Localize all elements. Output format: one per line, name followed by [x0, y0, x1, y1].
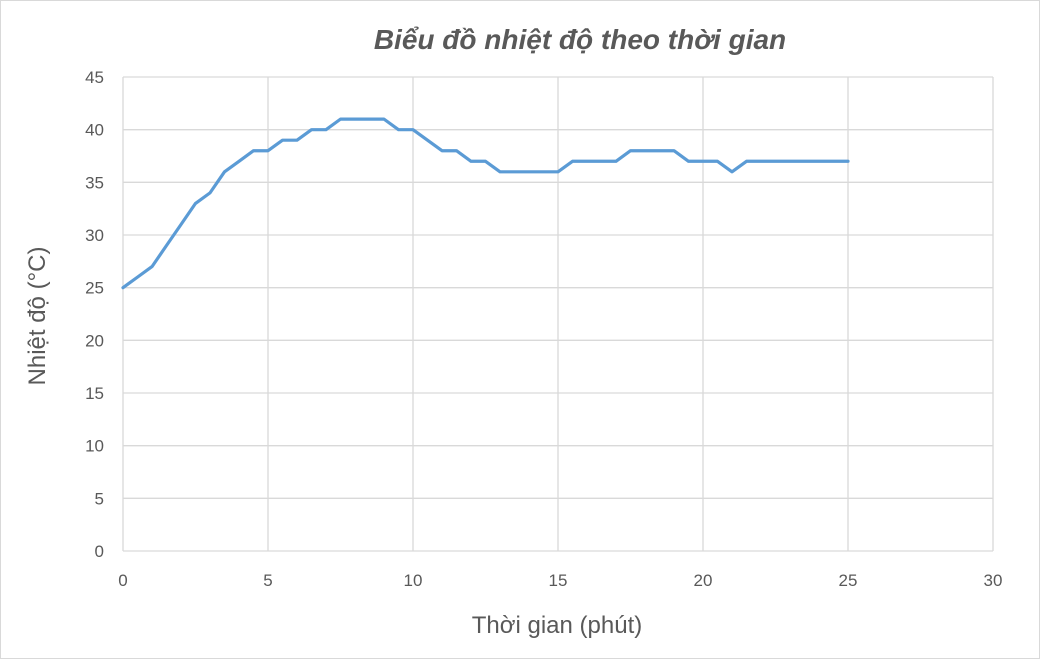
chart-title: Biểu đồ nhiệt độ theo thời gian: [374, 24, 786, 55]
y-tick-label: 5: [95, 489, 104, 508]
y-tick-label: 0: [95, 542, 104, 561]
x-tick-label: 20: [694, 571, 713, 590]
x-tick-label: 25: [839, 571, 858, 590]
y-tick-label: 35: [85, 173, 104, 192]
y-tick-label: 45: [85, 68, 104, 87]
x-axis-title: Thời gian (phút): [472, 612, 642, 639]
tick-labels: 0 5 10 15 20 25 30 35 40 45 0 5 10 15 20 25 30: [85, 68, 1002, 590]
gridlines: [122, 76, 994, 552]
y-tick-label: 40: [85, 121, 104, 140]
y-tick-label: 30: [85, 226, 104, 245]
x-tick-label: 5: [263, 571, 272, 590]
y-tick-label: 15: [85, 384, 104, 403]
x-tick-label: 0: [118, 571, 127, 590]
x-tick-label: 15: [549, 571, 568, 590]
y-tick-label: 10: [85, 437, 104, 456]
x-tick-label: 30: [984, 571, 1003, 590]
temperature-series-line: [121, 117, 850, 290]
series-layer: [121, 117, 850, 290]
y-tick-label: 20: [85, 331, 104, 350]
x-tick-label: 10: [404, 571, 423, 590]
y-axis-title: Nhiệt độ (°C): [24, 247, 51, 386]
y-tick-label: 25: [85, 279, 104, 298]
